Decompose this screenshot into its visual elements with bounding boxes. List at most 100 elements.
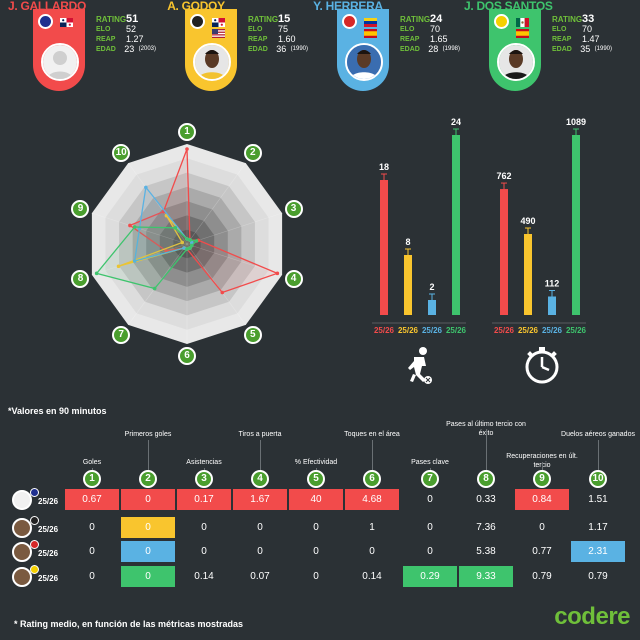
reap-value: 1.27 — [126, 34, 144, 44]
reap-label: REAP — [248, 35, 268, 43]
elo-label: ELO — [400, 25, 415, 33]
reap-label: REAP — [552, 35, 572, 43]
player-name: Y. HERRERA — [313, 0, 383, 13]
player-name: A. GODOY — [167, 0, 225, 13]
column-divider — [542, 462, 543, 470]
player-photo — [345, 43, 383, 81]
bar-category-label: 25/26 — [542, 326, 563, 335]
rating-value: 15 — [278, 13, 291, 25]
birth-year: (1998) — [442, 46, 460, 52]
bar — [524, 234, 532, 315]
bar-value-label: 8 — [405, 237, 410, 247]
table-cell: 0 — [257, 546, 263, 557]
bar-value-label: 24 — [451, 117, 461, 127]
table-cell: 0 — [539, 522, 545, 533]
radar-point — [132, 259, 137, 263]
elo-value: 52 — [126, 24, 137, 34]
birth-year: (1990) — [594, 46, 612, 52]
metric-number-badge: 6 — [363, 470, 381, 488]
club-badge-icon — [30, 565, 39, 574]
club-crest-icon — [342, 14, 357, 29]
player-stats: RATING 15 ELO 75 REAP 1.60 EDAD 36 (1990) — [248, 13, 308, 54]
elo-label: ELO — [96, 25, 111, 33]
bar-category-label: 25/26 — [566, 326, 587, 335]
bar-category-label: 25/26 — [446, 326, 467, 335]
player-stats: RATING 33 ELO 70 REAP 1.47 EDAD 35 (1990) — [552, 13, 612, 54]
metric-header: % Efectividad — [294, 459, 338, 466]
player-card: A. GODOY RATING 15 ELO 75 REAP 1.60 EDAD 36 (199… — [160, 0, 310, 100]
bar-category-label: 25/26 — [494, 326, 515, 335]
bar — [548, 296, 556, 315]
metric-number-badge: 10 — [589, 470, 607, 488]
metric-number-badge: 1 — [83, 470, 101, 488]
metric-number-badge: 7 — [421, 470, 439, 488]
reap-value: 1.65 — [430, 34, 448, 44]
birth-year: (1990) — [290, 46, 308, 52]
table-cell: 7.36 — [476, 522, 496, 533]
radar-point — [188, 246, 192, 250]
radar-point — [128, 223, 132, 228]
bar-value-label: 1089 — [566, 117, 586, 127]
rating-footnote: * Rating medio, en función de las métric… — [14, 619, 244, 629]
bar — [500, 189, 508, 315]
player-stats: RATING 51 ELO 52 REAP 1.27 EDAD 23 (2003) — [96, 13, 156, 54]
bar-value-label: 112 — [545, 278, 560, 288]
radar-axis-label: 5 — [243, 325, 262, 344]
table-cell: 0 — [313, 546, 319, 557]
elo-value: 70 — [582, 24, 593, 34]
table-cell: 9.33 — [459, 566, 513, 587]
table-cell: 40 — [289, 489, 343, 510]
table-cell: 0.17 — [177, 489, 231, 510]
season-label: 25/26 — [38, 574, 59, 583]
stopwatch-icon — [525, 347, 559, 384]
radar-point — [144, 185, 148, 190]
table-cell: 5.38 — [476, 546, 496, 557]
club-badge-icon — [30, 516, 39, 525]
radar-chart — [91, 144, 283, 344]
radar-point — [220, 290, 225, 295]
radar-axis-label: 6 — [178, 347, 196, 365]
radar-axis-label: 3 — [284, 200, 303, 219]
edad-value: 23 — [124, 44, 135, 54]
bar — [380, 180, 388, 315]
metric-header: Toques en el área — [344, 431, 400, 438]
rating-label: RATING — [400, 14, 431, 24]
rating-value: 24 — [430, 13, 443, 25]
elo-value: 70 — [430, 24, 441, 34]
radar-spoke — [186, 243, 283, 276]
table-cell: 0.79 — [588, 571, 608, 582]
table-cell: 0 — [89, 571, 95, 582]
per-90-note: *Valores en 90 minutos — [8, 406, 107, 416]
column-divider — [316, 468, 317, 470]
reap-value: 1.60 — [278, 34, 296, 44]
radar-ring — [173, 229, 201, 259]
radar-point — [116, 264, 121, 269]
radar-axis-label: 9 — [71, 200, 90, 219]
player-photo — [193, 43, 231, 81]
bar-chart-minutes: 762 25/26 490 25/26 112 25/26 1089 25/26 — [492, 117, 587, 335]
table-cell: 0 — [313, 522, 319, 533]
table-cell: 0 — [89, 546, 95, 557]
nationality-flag-icon — [212, 14, 225, 27]
radar-axis-label: 7 — [112, 325, 131, 344]
radar-axis-label: 2 — [243, 144, 262, 163]
metric-header: Duelos aéreos ganados — [561, 431, 635, 438]
reap-label: REAP — [400, 35, 420, 43]
player-card: J. DOS SANTOS RATING 33 ELO 70 REAP 1.47 EDAD 35… — [464, 0, 614, 100]
radar-spoke — [186, 162, 247, 245]
table-cell: 0.29 — [403, 566, 457, 587]
table-cell: 0.14 — [194, 571, 214, 582]
player-stats: RATING 24 ELO 70 REAP 1.65 EDAD 28 (1998) — [400, 13, 460, 54]
table-cell: 1.67 — [233, 489, 287, 510]
reap-label: REAP — [96, 35, 116, 43]
radar-point — [185, 247, 189, 251]
radar-point — [180, 240, 185, 245]
bar — [452, 135, 460, 315]
club-badge-icon — [30, 540, 39, 549]
player-photo — [41, 43, 79, 81]
club-crest-icon — [494, 14, 509, 29]
metric-number-badge: 3 — [195, 470, 213, 488]
player-avatar — [12, 518, 32, 538]
bar-category-label: 25/26 — [398, 326, 419, 335]
nationality-flag-icon — [364, 14, 377, 27]
